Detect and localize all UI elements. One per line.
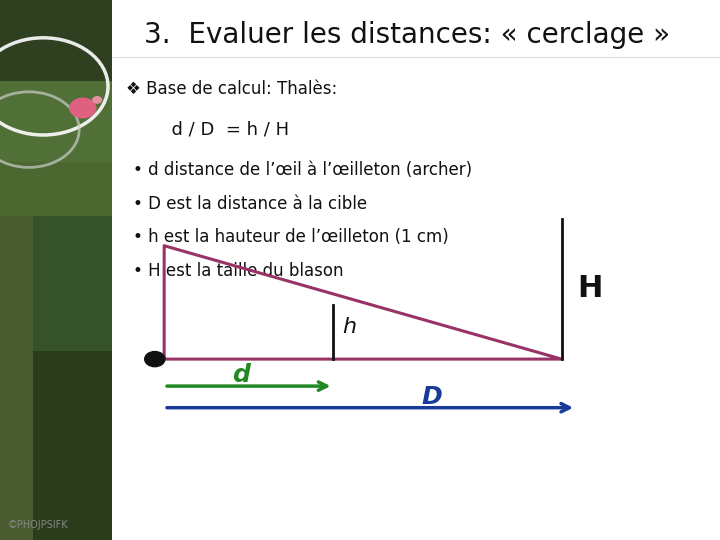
Bar	[0, 81, 112, 162]
Text: d: d	[233, 363, 250, 387]
Circle shape	[145, 352, 165, 367]
Bar	[0, 297, 112, 540]
Bar	[0, 0, 112, 243]
Text: • H est la taille du blason: • H est la taille du blason	[133, 261, 343, 280]
Circle shape	[70, 98, 96, 118]
Text: d / D  = h / H: d / D = h / H	[137, 120, 289, 139]
Bar	[0, 0, 67, 540]
Text: • d distance de l’œil à l’œilleton (archer): • d distance de l’œil à l’œilleton (arch…	[133, 161, 472, 179]
Circle shape	[93, 97, 102, 103]
Text: h: h	[342, 316, 356, 337]
Text: H: H	[577, 274, 603, 303]
Text: ❖ Base de calcul: Thalès:: ❖ Base de calcul: Thalès:	[126, 80, 337, 98]
Text: ©PHOJPSIFK: ©PHOJPSIFK	[7, 520, 68, 530]
Text: D: D	[422, 385, 442, 409]
Text: 3.  Evaluer les distances: « cerclage »: 3. Evaluer les distances: « cerclage »	[144, 21, 670, 49]
Bar	[0, 81, 112, 216]
Bar	[0, 0, 112, 540]
Bar	[0, 135, 112, 351]
Text: • D est la distance à la cible: • D est la distance à la cible	[133, 194, 367, 213]
Text: • h est la hauteur de l’œilleton (1 cm): • h est la hauteur de l’œilleton (1 cm)	[133, 228, 449, 246]
Bar	[0, 216, 33, 540]
